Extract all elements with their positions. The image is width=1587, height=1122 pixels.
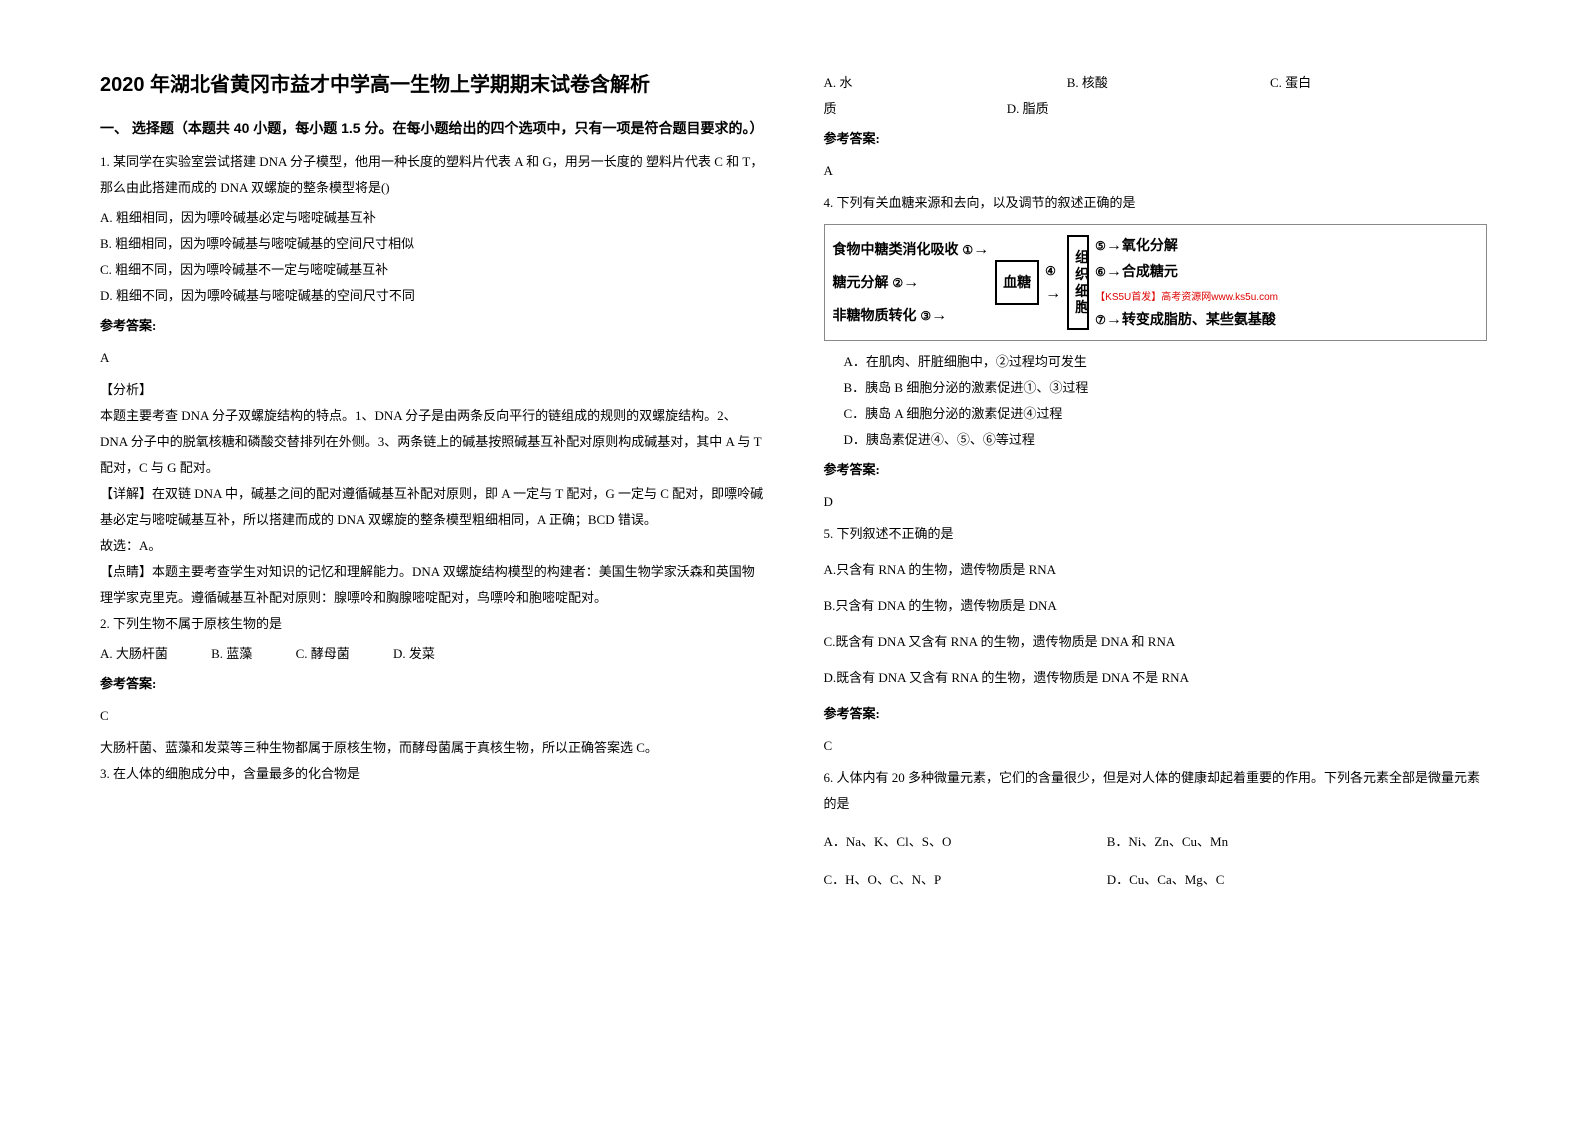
q1-detail-label: 【详解】	[100, 486, 152, 501]
q1-detail-text: 在双链 DNA 中，碱基之间的配对遵循碱基互补配对原则，即 A 一定与 T 配对…	[100, 486, 763, 527]
q2-option-c: C. 酵母菌	[296, 641, 350, 667]
diagram-left3: 非糖物质转化 ③→	[833, 303, 990, 329]
q2-option-d: D. 发菜	[393, 641, 435, 667]
q2-option-a: A. 大肠杆菌	[100, 641, 168, 667]
circ-2: ②	[892, 276, 903, 290]
q3-options-line2: 质 D. 脂质	[824, 96, 1488, 122]
q4-diagram: 食物中糖类消化吸收 ①→ 糖元分解 ②→ 非糖物质转化 ③→ 血糖 ④→ 组织细…	[824, 224, 1488, 341]
q1-detail: 【详解】在双链 DNA 中，碱基之间的配对遵循碱基互补配对原则，即 A 一定与 …	[100, 481, 764, 533]
diagram-center: 血糖 ④→ 组织细胞	[995, 233, 1089, 332]
diagram-right1: ⑤→氧化分解	[1095, 233, 1278, 259]
diagram-left2: 糖元分解 ②→	[833, 270, 990, 296]
diagram-left3-text: 非糖物质转化	[833, 307, 917, 323]
q6-option-c: C．H、O、C、N、P	[824, 867, 1064, 893]
q4-option-b: B．胰岛 B 细胞分泌的激素促进①、③过程	[844, 375, 1488, 401]
arrow-icon: →	[931, 307, 947, 324]
q5-option-c: C.既含有 DNA 又含有 RNA 的生物，遗传物质是 DNA 和 RNA	[824, 629, 1488, 655]
circ-7: ⑦	[1095, 313, 1106, 327]
left-column: 2020 年湖北省黄冈市益才中学高一生物上学期期末试卷含解析 一、 选择题（本题…	[100, 70, 764, 1082]
diagram-right2-text: 合成糖元	[1122, 263, 1178, 279]
q1-option-a: A. 粗细相同，因为嘌呤碱基必定与嘧啶碱基互补	[100, 205, 764, 231]
diagram-left2-text: 糖元分解	[833, 274, 889, 290]
right-column: A. 水 B. 核酸 C. 蛋白 质 D. 脂质 参考答案: A 4. 下列有关…	[824, 70, 1488, 1082]
q1-option-b: B. 粗细相同，因为嘌呤碱基与嘧啶碱基的空间尺寸相似	[100, 231, 764, 257]
section-header: 一、 选择题（本题共 40 小题，每小题 1.5 分。在每小题给出的四个选项中，…	[100, 116, 764, 141]
q1-option-c: C. 粗细不同，因为嘌呤碱基不一定与嘧啶碱基互补	[100, 257, 764, 283]
diagram-right2: ⑥→合成糖元【KS5U首发】高考资源网www.ks5u.com	[1095, 259, 1278, 307]
circ-5: ⑤	[1095, 239, 1106, 253]
q6-option-d: D．Cu、Ca、Mg、C	[1107, 867, 1225, 893]
q5-option-a: A.只含有 RNA 的生物，遗传物质是 RNA	[824, 557, 1488, 583]
q3-option-a: A. 水	[824, 70, 1064, 96]
q2-answer: C	[100, 703, 764, 729]
q2-option-b: B. 蓝藻	[211, 641, 252, 667]
diagram-left1: 食物中糖类消化吸收 ①→	[833, 237, 990, 263]
q3-answer-label: 参考答案:	[824, 126, 1488, 152]
box-tissue-cell: 组织细胞	[1067, 235, 1089, 330]
q3-line2-prefix: 质	[824, 96, 1004, 122]
diagram-left: 食物中糖类消化吸收 ①→ 糖元分解 ②→ 非糖物质转化 ③→	[833, 233, 990, 332]
q6-stem: 6. 人体内有 20 多种微量元素，它们的含量很少，但是对人体的健康却起着重要的…	[824, 765, 1488, 817]
q1-conclusion: 故选：A。	[100, 533, 764, 559]
arrow-icon: →	[1106, 263, 1122, 280]
q3-stem: 3. 在人体的细胞成分中，含量最多的化合物是	[100, 761, 764, 787]
q1-stem: 1. 某同学在实验室尝试搭建 DNA 分子模型，他用一种长度的塑料片代表 A 和…	[100, 149, 764, 201]
diagram-container: 食物中糖类消化吸收 ①→ 糖元分解 ②→ 非糖物质转化 ③→ 血糖 ④→ 组织细…	[833, 233, 1479, 332]
diagram-right1-text: 氧化分解	[1122, 237, 1178, 253]
arrow-icon: →	[1045, 285, 1061, 302]
q3-options-line1: A. 水 B. 核酸 C. 蛋白	[824, 70, 1488, 96]
q6-option-a: A．Na、K、Cl、S、O	[824, 829, 1064, 855]
center-arrow: ④→	[1045, 259, 1061, 307]
diagram-right3-text: 转变成脂肪、某些氨基酸	[1122, 311, 1276, 327]
q3-answer: A	[824, 158, 1488, 184]
q1-point-text: 本题主要考查学生对知识的记忆和理解能力。DNA 双螺旋结构模型的构建者：美国生物…	[100, 564, 755, 605]
q3-option-d: D. 脂质	[1007, 101, 1049, 116]
q6-options-row1: A．Na、K、Cl、S、O B．Ni、Zn、Cu、Mn	[824, 829, 1488, 855]
diagram-right3: ⑦→转变成脂肪、某些氨基酸	[1095, 307, 1278, 333]
q5-answer-label: 参考答案:	[824, 701, 1488, 727]
q3-option-c: C. 蛋白	[1270, 70, 1311, 96]
q6-option-b: B．Ni、Zn、Cu、Mn	[1107, 829, 1228, 855]
q4-option-c: C．胰岛 A 细胞分泌的激素促进④过程	[844, 401, 1488, 427]
q1-option-d: D. 粗细不同，因为嘌呤碱基与嘧啶碱基的空间尺寸不同	[100, 283, 764, 309]
q6-options-row2: C．H、O、C、N、P D．Cu、Ca、Mg、C	[824, 867, 1488, 893]
q2-answer-label: 参考答案:	[100, 671, 764, 697]
q5-answer: C	[824, 733, 1488, 759]
q4-answer-label: 参考答案:	[824, 457, 1488, 483]
arrow-icon: →	[1106, 237, 1122, 254]
q4-option-d: D．胰岛素促进④、⑤、⑥等过程	[844, 427, 1488, 453]
q4-answer: D	[824, 489, 1488, 515]
q5-option-d: D.既含有 DNA 又含有 RNA 的生物，遗传物质是 DNA 不是 RNA	[824, 665, 1488, 691]
page-title: 2020 年湖北省黄冈市益才中学高一生物上学期期末试卷含解析	[100, 70, 764, 100]
arrow-icon: →	[973, 241, 989, 258]
q2-stem: 2. 下列生物不属于原核生物的是	[100, 611, 764, 637]
box-blood-sugar: 血糖	[995, 260, 1039, 305]
q1-answer-label: 参考答案:	[100, 313, 764, 339]
q4-stem: 4. 下列有关血糖来源和去向，以及调节的叙述正确的是	[824, 190, 1488, 216]
q1-point-label: 【点睛】	[100, 564, 152, 579]
circ-6: ⑥	[1095, 265, 1106, 279]
q5-stem: 5. 下列叙述不正确的是	[824, 521, 1488, 547]
q2-options: A. 大肠杆菌 B. 蓝藻 C. 酵母菌 D. 发菜	[100, 641, 764, 667]
diagram-left1-text: 食物中糖类消化吸收	[833, 241, 959, 257]
box-tissue-cell-text: 组织细胞	[1075, 249, 1089, 315]
diagram-right: ⑤→氧化分解 ⑥→合成糖元【KS5U首发】高考资源网www.ks5u.com ⑦…	[1095, 233, 1278, 332]
q3-option-b: B. 核酸	[1067, 70, 1267, 96]
q1-analysis-label: 【分析】	[100, 377, 764, 403]
q1-analysis: 本题主要考查 DNA 分子双螺旋结构的特点。1、DNA 分子是由两条反向平行的链…	[100, 403, 764, 481]
circ-3: ③	[920, 309, 931, 323]
circ-4: ④	[1045, 264, 1056, 278]
watermark: 【KS5U首发】高考资源网www.ks5u.com	[1095, 292, 1278, 303]
q4-option-a: A．在肌肉、肝脏细胞中，②过程均可发生	[844, 349, 1488, 375]
q5-option-b: B.只含有 DNA 的生物，遗传物质是 DNA	[824, 593, 1488, 619]
box-blood-sugar-text: 血糖	[1003, 274, 1031, 290]
q1-answer: A	[100, 345, 764, 371]
q1-point: 【点睛】本题主要考查学生对知识的记忆和理解能力。DNA 双螺旋结构模型的构建者：…	[100, 559, 764, 611]
circ-1: ①	[962, 243, 973, 257]
q2-explain: 大肠杆菌、蓝藻和发菜等三种生物都属于原核生物，而酵母菌属于真核生物，所以正确答案…	[100, 735, 764, 761]
arrow-icon: →	[903, 274, 919, 291]
arrow-icon: →	[1106, 311, 1122, 328]
